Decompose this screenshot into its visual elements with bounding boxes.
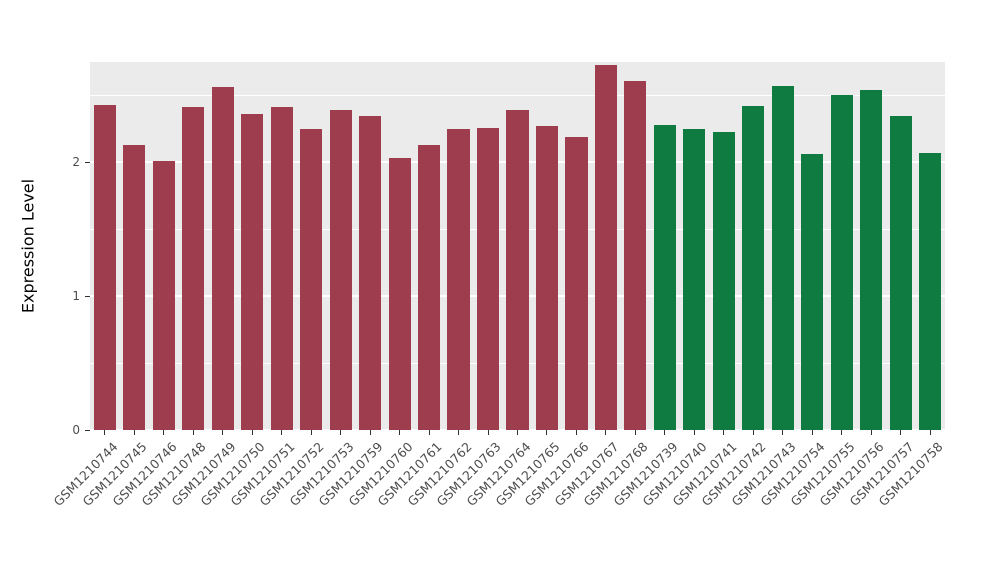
x-tick-mark bbox=[192, 430, 194, 435]
x-tick-mark bbox=[752, 430, 754, 435]
bar bbox=[565, 136, 588, 430]
x-tick-mark bbox=[428, 430, 430, 435]
bar bbox=[476, 127, 500, 430]
x-tick-mark bbox=[575, 430, 577, 435]
bar bbox=[211, 87, 234, 430]
bar bbox=[801, 154, 824, 430]
bar bbox=[359, 115, 382, 430]
x-tick-mark bbox=[222, 430, 224, 435]
x-tick-mark bbox=[369, 430, 371, 435]
x-tick-mark bbox=[399, 430, 401, 435]
bar bbox=[742, 106, 765, 430]
x-tick-mark bbox=[664, 430, 666, 435]
x-tick-mark bbox=[310, 430, 312, 435]
bar bbox=[182, 107, 205, 430]
y-tick-label: 0 bbox=[72, 423, 80, 437]
bar bbox=[594, 64, 617, 430]
bar bbox=[93, 104, 116, 430]
y-tick-label: 2 bbox=[72, 155, 80, 170]
bar bbox=[535, 126, 559, 430]
y-tick-label: 1 bbox=[72, 289, 80, 304]
bar bbox=[506, 110, 529, 430]
bar bbox=[830, 95, 853, 430]
x-tick-mark bbox=[251, 430, 253, 435]
x-tick-mark bbox=[458, 430, 460, 435]
bar bbox=[653, 124, 676, 430]
x-tick-mark bbox=[340, 430, 342, 435]
bar bbox=[624, 80, 647, 430]
bar bbox=[447, 128, 470, 430]
x-tick-mark bbox=[811, 430, 813, 435]
x-tick-mark bbox=[782, 430, 784, 435]
bar bbox=[388, 158, 411, 430]
x-tick-mark bbox=[104, 430, 106, 435]
x-tick-mark bbox=[870, 430, 872, 435]
x-tick-mark bbox=[133, 430, 135, 435]
x-tick-mark bbox=[723, 430, 725, 435]
x-tick-mark bbox=[605, 430, 607, 435]
bar bbox=[683, 128, 706, 430]
bar bbox=[417, 144, 441, 430]
y-tick-mark bbox=[85, 161, 90, 163]
gridline-minor bbox=[90, 94, 945, 96]
bar bbox=[919, 152, 942, 430]
bar bbox=[300, 128, 323, 430]
x-tick-mark bbox=[281, 430, 283, 435]
x-tick-mark bbox=[900, 430, 902, 435]
bar bbox=[329, 110, 352, 430]
bar bbox=[270, 107, 293, 430]
bar bbox=[241, 114, 264, 430]
x-tick-mark bbox=[163, 430, 165, 435]
y-axis-title: Expression Level bbox=[18, 178, 38, 314]
x-tick-mark bbox=[929, 430, 931, 435]
bar bbox=[712, 131, 735, 430]
x-tick-mark bbox=[546, 430, 548, 435]
bar bbox=[860, 90, 883, 430]
bar bbox=[771, 86, 794, 430]
x-tick-mark bbox=[634, 430, 636, 435]
y-tick-mark bbox=[85, 429, 90, 431]
bar bbox=[123, 144, 146, 430]
x-tick-mark bbox=[841, 430, 843, 435]
plot-panel bbox=[90, 62, 945, 431]
x-tick-mark bbox=[517, 430, 518, 435]
bar bbox=[889, 115, 912, 430]
bar bbox=[152, 161, 175, 430]
x-tick-mark bbox=[693, 430, 695, 435]
x-tick-mark bbox=[487, 430, 489, 435]
y-tick-mark bbox=[85, 295, 90, 297]
